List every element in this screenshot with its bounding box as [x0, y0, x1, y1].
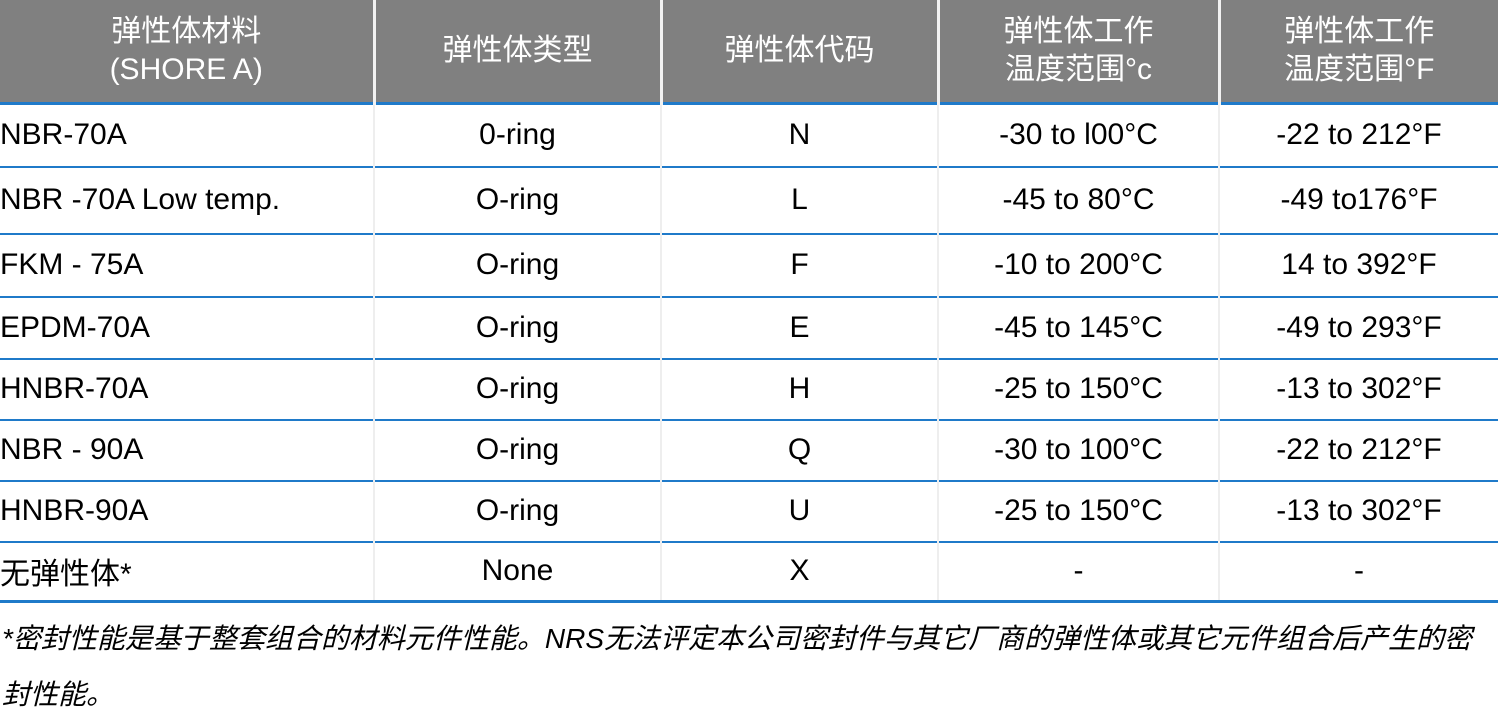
- table-row: HNBR-70A O-ring H -25 to 150°C -13 to 302°F: [0, 357, 1498, 420]
- header-line: 弹性体类型: [442, 34, 593, 67]
- table-cell: NBR-70A: [0, 102, 374, 167]
- table-cell: -30 to 100°C: [937, 418, 1219, 481]
- table-cell: NBR -70A Low temp.: [0, 165, 374, 234]
- table-cell: O-ring: [373, 165, 661, 234]
- column-header: 弹性体工作温度范围°c: [936, 0, 1219, 104]
- table-cell: HNBR-70A: [0, 357, 374, 420]
- table-cell: -25 to 150°C: [937, 357, 1219, 420]
- table-cell: -25 to 150°C: [937, 479, 1219, 542]
- table-cell: L: [660, 165, 938, 234]
- table-cell: -: [1218, 540, 1498, 603]
- table-cell: HNBR-90A: [0, 479, 374, 542]
- table-cell: -10 to 200°C: [937, 232, 1219, 297]
- table-cell: -22 to 212°F: [1218, 418, 1498, 481]
- table-cell: -45 to 80°C: [937, 165, 1219, 234]
- table-cell: H: [660, 357, 938, 420]
- table-cell: O-ring: [373, 479, 661, 542]
- table-cell: -45 to 145°C: [937, 295, 1219, 359]
- table-cell: O-ring: [373, 418, 661, 481]
- table-cell: -22 to 212°F: [1218, 102, 1498, 167]
- table-row: NBR-70A 0-ring N -30 to l00°C -22 to 212°F: [0, 102, 1498, 167]
- table-row: NBR - 90A O-ring Q -30 to 100°C -22 to 212°F: [0, 418, 1498, 481]
- table-row: EPDM-70A O-ring E -45 to 145°C -49 to 293°F: [0, 295, 1498, 359]
- header-line: 温度范围°F: [1284, 53, 1435, 86]
- header-line: 弹性体代码: [724, 34, 875, 67]
- table-cell: 无弹性体*: [0, 540, 374, 603]
- table-cell: X: [660, 540, 938, 603]
- table-cell: Q: [660, 418, 938, 481]
- table-cell: E: [660, 295, 938, 359]
- header-line: 弹性体材料: [111, 15, 262, 48]
- table-cell: U: [660, 479, 938, 542]
- elastomer-table: 弹性体材料 (SHORE A) 弹性体类型 弹性体代码 弹性体工作 温度范围°c 弹性体工作…: [0, 0, 1498, 603]
- table-cell: -49 to 293°F: [1218, 295, 1498, 359]
- table-cell: F: [660, 232, 938, 297]
- table-cell: -30 to l00°C: [937, 102, 1219, 167]
- table-cell: None: [373, 540, 661, 603]
- header-line: 弹性体工作: [1284, 15, 1435, 48]
- table-cell: EPDM-70A: [0, 295, 374, 359]
- table-cell: -: [937, 540, 1219, 603]
- table-cell: O-ring: [373, 295, 661, 359]
- table-cell: 0-ring: [373, 102, 661, 167]
- table-row: NBR -70A Low temp. O-ring L -45 to 80°C -49 …: [0, 165, 1498, 234]
- header-row: 弹性体材料 (SHORE A) 弹性体类型 弹性体代码 弹性体工作 温度范围°c 弹性体工作…: [0, 0, 1498, 104]
- column-header: 弹性体类型: [372, 0, 661, 104]
- column-header: 弹性体代码: [659, 0, 938, 104]
- table-row: HNBR-90A O-ring U -25 to 150°C -13 to 302°F: [0, 479, 1498, 542]
- column-header: 弹性体材料 (SHORE A): [0, 0, 374, 104]
- table-cell: FKM - 75A: [0, 232, 374, 297]
- table-row: 无弹性体* None X - -: [0, 540, 1498, 603]
- table-cell: -13 to 302°F: [1218, 357, 1498, 420]
- table-cell: 14 to 392°F: [1218, 232, 1498, 297]
- table-cell: N: [660, 102, 938, 167]
- footnote: *密封性能是基于整套组合的材料元件性能。NRS无法评定本公司密封件与其它厂商的弹…: [2, 623, 1473, 710]
- table-cell: O-ring: [373, 232, 661, 297]
- header-line: (SHORE A): [109, 53, 263, 86]
- table-cell: NBR - 90A: [0, 418, 374, 481]
- table-cell: -49 to176°F: [1218, 165, 1498, 234]
- table-row: FKM - 75A O-ring F -10 to 200°C 14 to 392°F: [0, 232, 1498, 297]
- header-line: 弹性体工作: [1003, 15, 1154, 48]
- header-line: 温度范围°c: [1005, 53, 1152, 86]
- table-cell: -13 to 302°F: [1218, 479, 1498, 542]
- table-cell: O-ring: [373, 357, 661, 420]
- column-header: 弹性体工作温度范围°F: [1217, 0, 1498, 104]
